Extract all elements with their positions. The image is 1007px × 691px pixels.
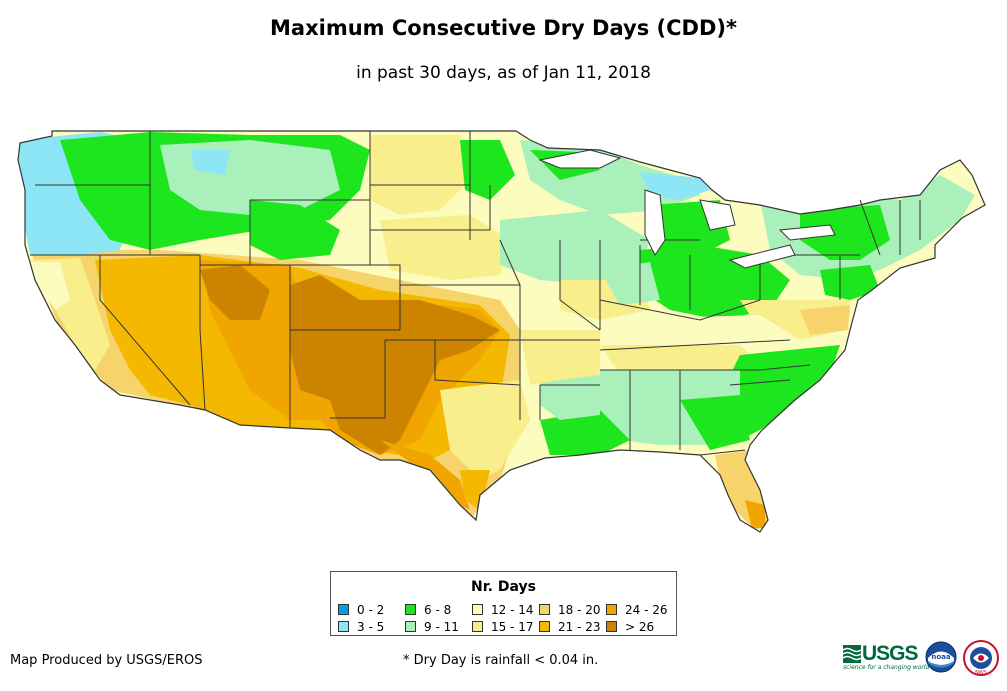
legend-swatch xyxy=(539,621,550,632)
nws-logo-icon: NWS xyxy=(963,640,999,676)
legend-item: 9 - 11 xyxy=(405,618,472,635)
legend-swatch xyxy=(472,604,483,615)
legend-grid: 0 - 2 6 - 8 12 - 14 18 - 20 24 - 26 3 - … xyxy=(338,601,673,635)
legend-item: 0 - 2 xyxy=(338,601,405,618)
legend-item: 6 - 8 xyxy=(405,601,472,618)
legend-swatch xyxy=(338,604,349,615)
svg-text:noaa: noaa xyxy=(931,653,951,661)
usgs-logo: USGS science for a changing world xyxy=(843,642,930,671)
legend-item: > 26 xyxy=(606,618,673,635)
map-legend: Nr. Days 0 - 2 6 - 8 12 - 14 18 - 20 24 … xyxy=(330,571,677,636)
cdd-raster xyxy=(18,131,985,532)
legend-item: 24 - 26 xyxy=(606,601,673,618)
svg-text:NWS: NWS xyxy=(975,670,987,676)
legend-item: 21 - 23 xyxy=(539,618,606,635)
map-title: Maximum Consecutive Dry Days (CDD)* xyxy=(270,16,737,40)
legend-swatch xyxy=(539,604,550,615)
legend-title: Nr. Days xyxy=(471,579,536,595)
map-subtitle: in past 30 days, as of Jan 11, 2018 xyxy=(356,63,651,83)
legend-swatch xyxy=(472,621,483,632)
legend-item: 18 - 20 xyxy=(539,601,606,618)
legend-swatch xyxy=(606,621,617,632)
great-lakes xyxy=(538,149,836,269)
usgs-wave-icon xyxy=(843,645,861,663)
state-borders xyxy=(17,130,986,533)
credit-text: Map Produced by USGS/EROS xyxy=(10,653,203,668)
legend-swatch xyxy=(606,604,617,615)
legend-item: 15 - 17 xyxy=(472,618,539,635)
footnote-text: * Dry Day is rainfall < 0.04 in. xyxy=(403,653,599,668)
legend-item: 12 - 14 xyxy=(472,601,539,618)
legend-swatch xyxy=(405,621,416,632)
noaa-logo-icon: noaa xyxy=(925,641,957,673)
legend-swatch xyxy=(405,604,416,615)
legend-swatch xyxy=(338,621,349,632)
legend-item: 3 - 5 xyxy=(338,618,405,635)
